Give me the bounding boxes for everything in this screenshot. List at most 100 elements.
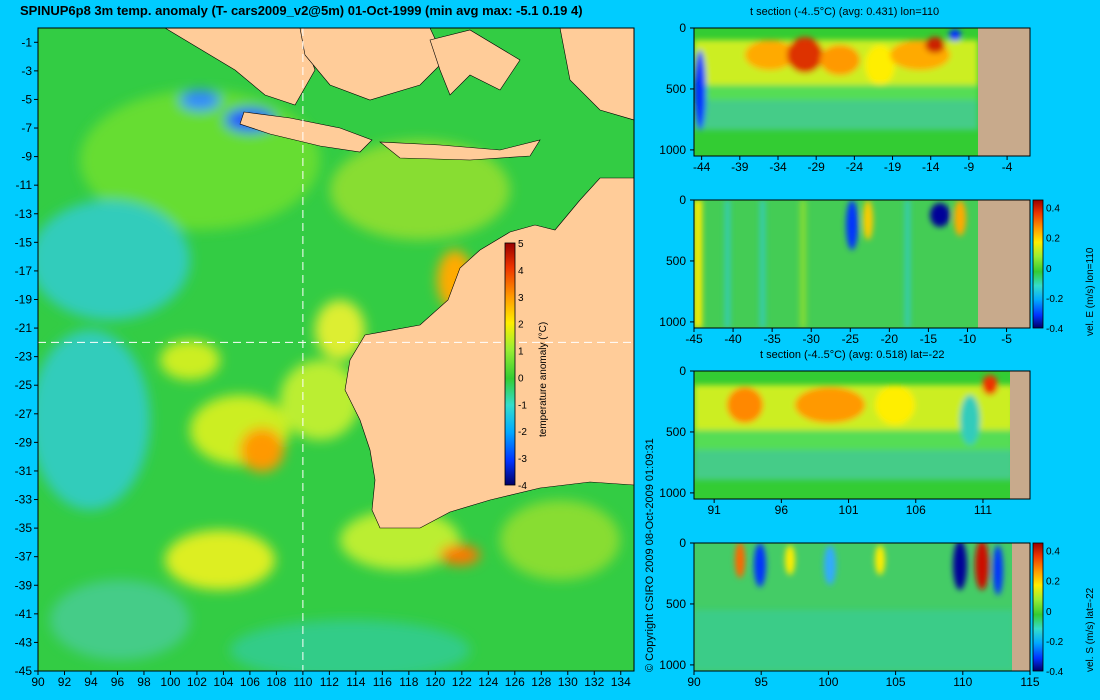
y-tick-label: 500	[666, 597, 686, 611]
colorbar-tick-label: 0.2	[1046, 577, 1060, 588]
colorbar-tick-label: 5	[518, 239, 524, 250]
colorbar-tick-label: -2	[518, 427, 527, 438]
map-colorbar-label: temperature anomaly (°C)	[538, 321, 549, 437]
y-tick-label: -23	[15, 350, 33, 364]
y-tick-label: -27	[15, 407, 33, 421]
y-tick-label: 1000	[659, 658, 686, 672]
x-tick-label: -29	[808, 160, 826, 174]
y-tick-label: -15	[15, 235, 33, 249]
x-tick-label: -45	[685, 332, 703, 346]
s1-y-axis: 0 500 1000	[659, 21, 694, 157]
x-tick-label: 90	[31, 675, 45, 689]
s1-x-axis: -44 -39 -34 -29 -24 -19 -14 -9 -4	[693, 156, 1013, 174]
y-tick-label: 1000	[659, 143, 686, 157]
y-tick-label: -1	[21, 35, 32, 49]
x-tick-label: -30	[803, 332, 821, 346]
y-tick-label: 0	[679, 536, 686, 550]
colorbar-tick-label: -0.2	[1046, 637, 1064, 648]
x-tick-label: 90	[687, 675, 701, 689]
y-tick-label: 0	[679, 21, 686, 35]
colorbar-tick-label: -0.2	[1046, 294, 1064, 305]
colorbar-tick-label: -1	[518, 400, 527, 411]
colorbar-tick-label: 0.2	[1046, 234, 1060, 245]
colorbar-tick-label: 3	[518, 293, 524, 304]
x-tick-label: -19	[884, 160, 902, 174]
y-tick-label: -17	[15, 264, 33, 278]
x-tick-label: -14	[922, 160, 940, 174]
x-tick-label: -34	[769, 160, 787, 174]
map-field	[38, 28, 634, 671]
y-tick-label: -33	[15, 493, 33, 507]
land-australia	[344, 177, 634, 529]
colorbar-tick-label: -0.4	[1046, 324, 1064, 335]
s3-x-axis: 91 96 101 106 111	[707, 499, 992, 517]
s4-colorbar-label: vel. S (m/s) lat=-22	[1085, 587, 1096, 672]
s2-colorbar-ticks: 0.4 0.2 0 -0.2 -0.4	[1046, 204, 1064, 335]
x-tick-label: -35	[763, 332, 781, 346]
y-tick-label: 500	[666, 254, 686, 268]
map-panel: 90 92 94 96 98 100 102 104 106 108 110 112 114 116 118…	[15, 27, 635, 689]
y-tick-label: -11	[16, 178, 33, 192]
land-new-guinea	[559, 28, 634, 121]
t-section-lat-22-title: t section (-4..5°C) (avg: 0.518) lat=-22	[760, 349, 945, 361]
x-tick-label: -39	[731, 160, 749, 174]
x-tick-label: 111	[974, 503, 993, 517]
x-tick-label: 100	[160, 675, 180, 689]
x-tick-label: 126	[505, 675, 525, 689]
land-java	[239, 111, 373, 153]
x-tick-label: 91	[707, 503, 721, 517]
y-tick-label: 500	[666, 425, 686, 439]
land-lesser-sunda	[379, 139, 541, 161]
y-tick-label: -19	[15, 292, 33, 306]
x-tick-label: 130	[558, 675, 578, 689]
x-tick-label: 116	[373, 675, 392, 689]
colorbar-tick-label: 1	[518, 347, 524, 358]
t-section-lat-22-panel: 91 96 101 106 111 0 500 1000	[659, 364, 1031, 517]
figure-title: SPINUP6p8 3m temp. anomaly (T- cars2009_…	[20, 3, 583, 18]
s3-y-axis: 0 500 1000	[659, 364, 694, 500]
copyright-notice: © Copyright CSIRO 2009 08-Oct-2009 01:09…	[644, 438, 656, 672]
x-tick-label: 118	[399, 675, 418, 689]
y-tick-label: 1000	[659, 486, 686, 500]
x-tick-label: -20	[881, 332, 899, 346]
y-tick-label: 0	[679, 364, 686, 378]
map-land	[164, 28, 634, 529]
y-tick-label: -3	[21, 64, 32, 78]
x-tick-label: 132	[584, 675, 604, 689]
land-sulawesi	[429, 29, 521, 96]
land-borneo	[299, 28, 446, 101]
s3-land	[1010, 371, 1030, 499]
colorbar-tick-label: 2	[518, 320, 524, 331]
s1-frame	[693, 27, 1031, 157]
s4-y-axis: 0 500 1000	[659, 536, 694, 672]
x-tick-label: -40	[724, 332, 742, 346]
x-tick-label: 105	[886, 675, 906, 689]
x-tick-label: 108	[266, 675, 286, 689]
colorbar-tick-label: 4	[518, 266, 524, 277]
x-tick-label: -10	[959, 332, 977, 346]
x-tick-label: 96	[111, 675, 125, 689]
x-tick-label: 102	[187, 675, 207, 689]
y-tick-label: -21	[15, 321, 33, 335]
y-tick-label: -35	[15, 521, 33, 535]
s2-field	[694, 200, 1030, 328]
y-tick-label: -41	[15, 607, 33, 621]
x-tick-label: 112	[320, 675, 339, 689]
y-tick-label: 0	[679, 193, 686, 207]
colorbar-tick-label: 0	[518, 373, 524, 384]
s1-land	[978, 28, 1030, 156]
x-tick-label: 98	[137, 675, 151, 689]
x-tick-label: 122	[452, 675, 472, 689]
s2-colorbar	[1032, 199, 1044, 329]
x-tick-label: 115	[1020, 675, 1039, 689]
t-section-lon110-title: t section (-4..5°C) (avg: 0.431) lon=110	[750, 6, 940, 18]
x-tick-label: 94	[84, 675, 98, 689]
y-tick-label: -39	[15, 578, 33, 592]
x-tick-label: -25	[842, 332, 860, 346]
x-tick-label: 104	[213, 675, 233, 689]
y-tick-label: -29	[15, 435, 33, 449]
y-tick-label: -37	[15, 550, 33, 564]
x-tick-label: 110	[293, 675, 312, 689]
colorbar-tick-label: 0.4	[1046, 204, 1060, 215]
